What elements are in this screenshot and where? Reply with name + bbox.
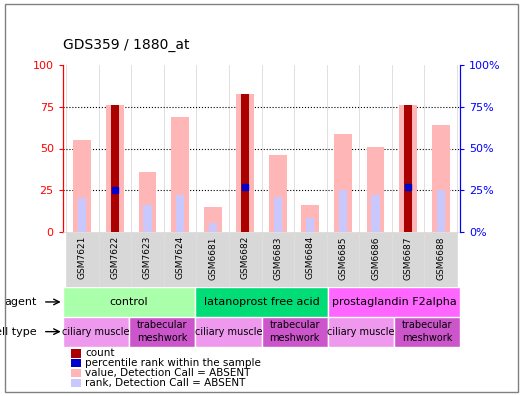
Text: value, Detection Call = ABSENT: value, Detection Call = ABSENT (85, 368, 251, 378)
Bar (301, 205, 320, 232)
Text: ciliary muscle: ciliary muscle (195, 327, 262, 337)
Bar (294, 232, 327, 287)
Bar (371, 195, 380, 232)
Text: GSM7623: GSM7623 (143, 236, 152, 280)
Bar (359, 232, 392, 287)
Text: GDS359 / 1880_at: GDS359 / 1880_at (63, 38, 189, 52)
Text: GSM6681: GSM6681 (208, 236, 217, 280)
Bar (274, 197, 282, 232)
Text: ciliary muscle: ciliary muscle (62, 327, 130, 337)
Bar (176, 195, 184, 232)
Bar (111, 105, 119, 232)
Bar (63, 287, 195, 317)
Bar (99, 232, 131, 287)
Bar (394, 317, 460, 346)
Bar (327, 232, 359, 287)
Bar (196, 232, 229, 287)
Text: GSM6688: GSM6688 (436, 236, 445, 280)
Bar (241, 93, 249, 232)
Bar (306, 218, 314, 232)
Bar (339, 190, 347, 232)
Bar (431, 125, 450, 232)
Text: rank, Detection Call = ABSENT: rank, Detection Call = ABSENT (85, 378, 246, 388)
Bar (139, 172, 156, 232)
Bar (203, 207, 222, 232)
Text: trabecular
meshwork: trabecular meshwork (137, 320, 187, 343)
Bar (71, 349, 81, 358)
Text: GSM7624: GSM7624 (176, 236, 185, 279)
Bar (143, 205, 152, 232)
Text: GSM6682: GSM6682 (241, 236, 249, 280)
Text: percentile rank within the sample: percentile rank within the sample (85, 358, 262, 368)
Text: GSM6684: GSM6684 (306, 236, 315, 280)
Bar (71, 369, 81, 377)
Bar (269, 155, 287, 232)
Bar (129, 317, 195, 346)
Bar (78, 198, 86, 232)
Bar (73, 140, 92, 232)
Bar (66, 232, 99, 287)
Bar (399, 105, 417, 232)
Bar (236, 93, 254, 232)
Bar (229, 232, 262, 287)
Text: ciliary muscle: ciliary muscle (327, 327, 395, 337)
Bar (195, 317, 262, 346)
Bar (262, 232, 294, 287)
Bar (392, 232, 424, 287)
Text: trabecular
meshwork: trabecular meshwork (402, 320, 452, 343)
Text: prostaglandin F2alpha: prostaglandin F2alpha (332, 297, 457, 307)
Bar (131, 232, 164, 287)
Text: trabecular
meshwork: trabecular meshwork (269, 320, 320, 343)
Bar (171, 117, 189, 232)
Text: GSM6685: GSM6685 (338, 236, 347, 280)
Text: count: count (85, 348, 115, 358)
Bar (404, 187, 412, 232)
Bar (111, 190, 119, 232)
Bar (328, 317, 394, 346)
Bar (334, 133, 352, 232)
Bar (164, 232, 196, 287)
Bar (262, 317, 328, 346)
Text: GSM6687: GSM6687 (404, 236, 413, 280)
Bar (106, 105, 124, 232)
Bar (71, 359, 81, 367)
Text: agent: agent (5, 297, 37, 307)
Bar (404, 105, 412, 232)
Text: GSM7622: GSM7622 (110, 236, 119, 279)
Bar (328, 287, 460, 317)
Bar (437, 190, 445, 232)
Text: GSM6683: GSM6683 (274, 236, 282, 280)
Bar (424, 232, 457, 287)
Text: cell type: cell type (0, 327, 37, 337)
Bar (367, 147, 384, 232)
Bar (241, 187, 249, 232)
Bar (71, 379, 81, 387)
Bar (209, 223, 217, 232)
Bar (63, 317, 129, 346)
Text: control: control (110, 297, 149, 307)
Text: latanoprost free acid: latanoprost free acid (203, 297, 320, 307)
Text: GSM6686: GSM6686 (371, 236, 380, 280)
Bar (195, 287, 328, 317)
Text: GSM7621: GSM7621 (78, 236, 87, 280)
